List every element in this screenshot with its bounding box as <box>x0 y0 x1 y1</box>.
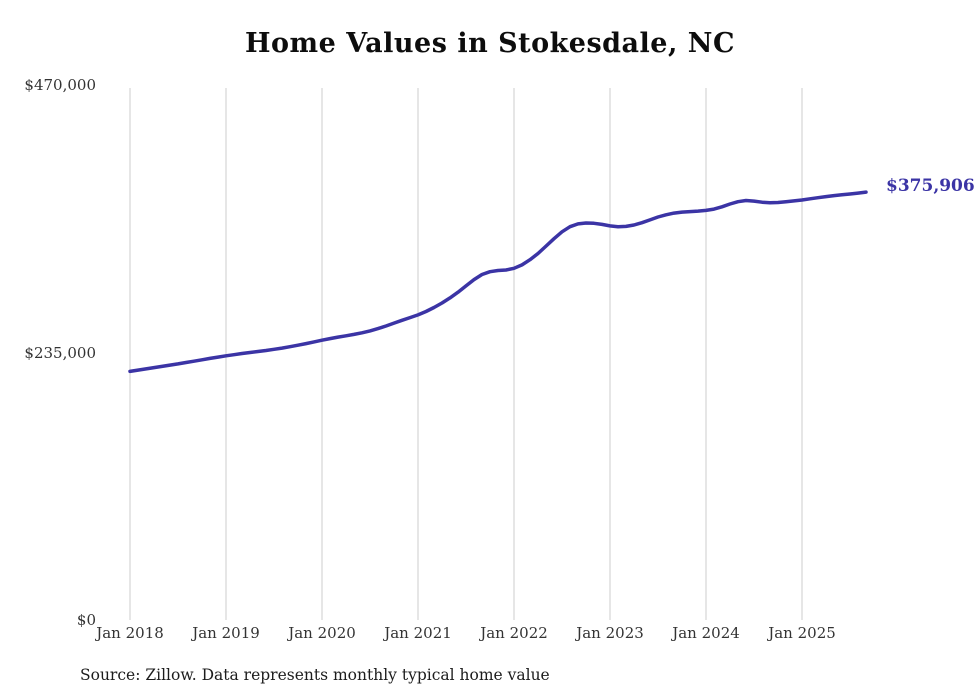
x-axis-label: Jan 2022 <box>480 624 548 642</box>
home-value-line <box>128 190 868 374</box>
y-axis-label: $470,000 <box>24 76 96 94</box>
x-axis-label: Jan 2019 <box>192 624 260 642</box>
source-note: Source: Zillow. Data represents monthly … <box>80 666 550 684</box>
x-axis-label: Jan 2021 <box>384 624 452 642</box>
x-axis-label: Jan 2018 <box>96 624 164 642</box>
chart-title: Home Values in Stokesdale, NC <box>245 28 735 59</box>
x-axis-label: Jan 2025 <box>768 624 836 642</box>
x-axis-label: Jan 2023 <box>576 624 644 642</box>
latest-value-label: $375,906 <box>886 176 975 196</box>
x-axis-label: Jan 2020 <box>288 624 356 642</box>
x-axis-label: Jan 2024 <box>672 624 740 642</box>
y-axis-label: $235,000 <box>24 343 96 362</box>
y-axis-label: $0 <box>76 611 96 629</box>
